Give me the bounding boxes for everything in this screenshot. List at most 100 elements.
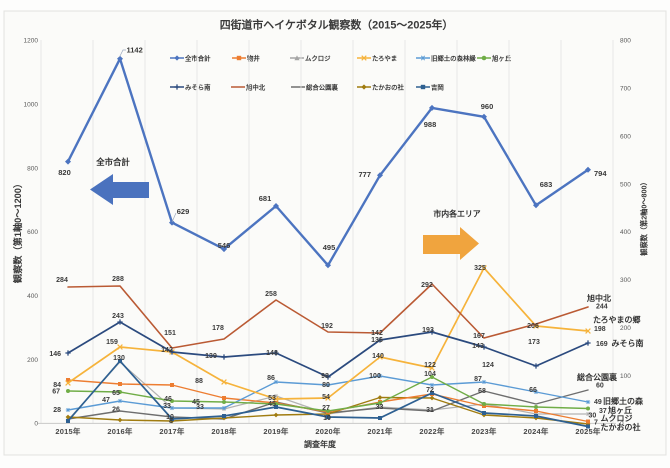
svg-text:旭ヶ丘: 旭ヶ丘 bbox=[491, 54, 512, 63]
svg-text:四街道市ヘイケボタル観察数（2015～2025年）: 四街道市ヘイケボタル観察数（2015～2025年） bbox=[220, 18, 454, 32]
svg-text:325: 325 bbox=[474, 265, 486, 272]
svg-text:ムクロジ: ムクロジ bbox=[601, 413, 633, 423]
svg-text:206: 206 bbox=[527, 323, 539, 330]
svg-text:10: 10 bbox=[166, 414, 174, 421]
svg-text:2022年: 2022年 bbox=[419, 426, 444, 436]
svg-text:777: 777 bbox=[358, 170, 371, 179]
svg-text:37: 37 bbox=[599, 408, 607, 415]
svg-text:68: 68 bbox=[478, 388, 486, 395]
svg-text:観察数（第2軸0～800）: 観察数（第2軸0～800） bbox=[640, 178, 649, 256]
svg-text:167: 167 bbox=[473, 333, 485, 340]
svg-text:400: 400 bbox=[27, 293, 38, 300]
svg-text:198: 198 bbox=[594, 326, 606, 333]
svg-text:288: 288 bbox=[112, 276, 124, 283]
svg-text:1200: 1200 bbox=[24, 38, 39, 45]
svg-text:169: 169 bbox=[596, 341, 608, 348]
svg-text:300: 300 bbox=[620, 277, 631, 284]
svg-text:46: 46 bbox=[164, 396, 172, 403]
svg-text:54: 54 bbox=[322, 394, 330, 401]
svg-text:0: 0 bbox=[620, 421, 624, 428]
svg-text:80: 80 bbox=[322, 382, 330, 389]
svg-text:33: 33 bbox=[376, 404, 384, 411]
svg-text:60: 60 bbox=[596, 382, 604, 389]
svg-text:旧郷土の森: 旧郷土の森 bbox=[603, 396, 644, 406]
svg-text:495: 495 bbox=[323, 243, 336, 252]
svg-text:681: 681 bbox=[259, 194, 272, 203]
svg-text:旭ヶ丘: 旭ヶ丘 bbox=[607, 405, 632, 415]
svg-text:139: 139 bbox=[205, 353, 217, 360]
svg-text:みそら南: みそら南 bbox=[185, 83, 211, 92]
svg-text:たかおの社: たかおの社 bbox=[372, 83, 405, 92]
svg-text:49: 49 bbox=[594, 399, 602, 406]
svg-text:2015年: 2015年 bbox=[55, 426, 80, 436]
svg-text:86: 86 bbox=[267, 375, 275, 382]
svg-text:33: 33 bbox=[196, 404, 204, 411]
svg-text:683: 683 bbox=[540, 180, 553, 189]
svg-text:2017年: 2017年 bbox=[159, 426, 184, 436]
svg-text:67: 67 bbox=[52, 389, 60, 396]
svg-text:200: 200 bbox=[27, 357, 38, 364]
svg-text:1000: 1000 bbox=[24, 102, 39, 109]
svg-text:136: 136 bbox=[371, 337, 383, 344]
svg-text:820: 820 bbox=[58, 168, 71, 177]
svg-text:243: 243 bbox=[112, 313, 124, 320]
svg-text:調査年度: 調査年度 bbox=[304, 439, 337, 449]
svg-text:87: 87 bbox=[474, 376, 482, 383]
svg-text:53: 53 bbox=[268, 395, 276, 402]
svg-text:794: 794 bbox=[594, 169, 607, 178]
svg-text:2020年: 2020年 bbox=[315, 426, 340, 436]
svg-text:吉岡: 吉岡 bbox=[431, 83, 444, 92]
svg-text:146: 146 bbox=[49, 351, 61, 358]
svg-text:148: 148 bbox=[266, 350, 278, 357]
svg-text:31: 31 bbox=[426, 407, 434, 414]
svg-text:観察数（第1軸0～1200）: 観察数（第1軸0～1200） bbox=[12, 179, 23, 283]
svg-text:800: 800 bbox=[620, 38, 631, 45]
svg-text:たろやま: たろやま bbox=[372, 54, 397, 63]
svg-text:84: 84 bbox=[53, 382, 61, 389]
svg-text:546: 546 bbox=[218, 241, 231, 250]
svg-text:151: 151 bbox=[164, 330, 176, 337]
svg-text:総合公園裏: 総合公園裏 bbox=[577, 372, 618, 382]
svg-text:292: 292 bbox=[421, 282, 433, 289]
svg-text:960: 960 bbox=[481, 102, 494, 111]
svg-text:98: 98 bbox=[321, 373, 329, 380]
svg-text:72: 72 bbox=[426, 387, 434, 394]
svg-text:旭中北: 旭中北 bbox=[245, 83, 266, 92]
svg-text:100: 100 bbox=[620, 373, 631, 380]
svg-text:100: 100 bbox=[369, 373, 381, 380]
svg-text:122: 122 bbox=[424, 362, 436, 369]
svg-text:26: 26 bbox=[112, 407, 120, 414]
svg-text:33: 33 bbox=[163, 403, 171, 410]
svg-text:2024年: 2024年 bbox=[523, 426, 548, 436]
svg-text:88: 88 bbox=[195, 378, 203, 385]
svg-text:629: 629 bbox=[177, 207, 190, 216]
svg-text:全市合計: 全市合計 bbox=[184, 54, 211, 63]
svg-text:600: 600 bbox=[27, 229, 38, 236]
svg-text:258: 258 bbox=[265, 291, 277, 298]
svg-text:たろやまの郷: たろやまの郷 bbox=[593, 315, 641, 325]
svg-text:物井: 物井 bbox=[247, 54, 260, 63]
svg-text:143: 143 bbox=[472, 343, 484, 350]
svg-text:2021年: 2021年 bbox=[367, 426, 392, 436]
svg-text:600: 600 bbox=[620, 133, 631, 140]
svg-text:旭中北: 旭中北 bbox=[586, 293, 611, 303]
svg-text:988: 988 bbox=[424, 120, 437, 129]
svg-text:45: 45 bbox=[192, 399, 200, 406]
svg-text:みそら南: みそら南 bbox=[612, 338, 644, 348]
svg-text:27: 27 bbox=[322, 405, 330, 412]
svg-text:45: 45 bbox=[268, 401, 276, 408]
svg-text:市内各エリア: 市内各エリア bbox=[433, 209, 480, 219]
svg-text:0: 0 bbox=[34, 420, 38, 427]
svg-text:65: 65 bbox=[112, 390, 120, 397]
svg-text:66: 66 bbox=[529, 387, 537, 394]
svg-text:130: 130 bbox=[113, 355, 125, 362]
svg-text:旧郷土の森林縁: 旧郷土の森林縁 bbox=[431, 54, 476, 63]
svg-text:2016年: 2016年 bbox=[107, 426, 132, 436]
svg-text:124: 124 bbox=[482, 362, 494, 369]
svg-text:2019年: 2019年 bbox=[263, 426, 288, 436]
svg-text:142: 142 bbox=[371, 330, 383, 337]
svg-text:28: 28 bbox=[53, 407, 61, 414]
svg-text:140: 140 bbox=[372, 353, 384, 360]
svg-text:142: 142 bbox=[161, 347, 173, 354]
svg-text:173: 173 bbox=[528, 339, 540, 346]
